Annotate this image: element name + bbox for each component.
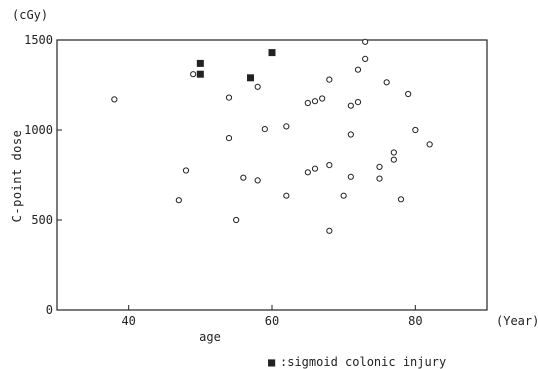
data-point (283, 192, 290, 199)
y-axis-title: C-point dose (10, 130, 24, 223)
data-point (190, 71, 197, 78)
data-point (405, 90, 412, 98)
x-tick-label-60: 60 (265, 314, 279, 328)
data-point (311, 165, 319, 172)
data-point (261, 126, 268, 133)
data-point (326, 162, 333, 169)
x-tick-label-40: 40 (121, 314, 135, 328)
injury-data-point (196, 70, 204, 78)
y-tick-label-1500: 1500 (24, 33, 53, 47)
data-point (111, 96, 118, 103)
injury-data-point (268, 49, 276, 57)
data-point (311, 98, 319, 105)
plot-frame (56, 39, 488, 311)
data-point (362, 55, 369, 63)
x-axis-title: age (199, 330, 221, 344)
data-points (111, 38, 433, 234)
y-tick-label-0: 0 (46, 303, 53, 317)
y-tick-label-500: 500 (31, 213, 53, 227)
data-point (390, 149, 397, 156)
data-point (254, 83, 261, 90)
data-point (233, 216, 240, 224)
data-point (225, 135, 233, 142)
data-point (376, 175, 383, 182)
data-point (304, 99, 311, 107)
data-point (376, 163, 383, 170)
data-point (347, 102, 354, 109)
data-point (240, 174, 247, 181)
legend-marker: ■ (268, 355, 276, 369)
data-point (412, 126, 419, 134)
data-point (182, 167, 190, 174)
x-tick-label-80: 80 (408, 314, 422, 328)
injury-data-point (247, 74, 254, 82)
y-unit-label: (cGy) (12, 8, 48, 22)
data-point (354, 99, 362, 106)
legend-label: :sigmoid colonic injury (280, 355, 446, 369)
data-point (225, 94, 233, 101)
data-point (362, 38, 369, 45)
data-point (326, 227, 333, 234)
data-point (175, 197, 182, 204)
data-point (326, 76, 333, 83)
data-point (347, 131, 354, 138)
injury-data-point (196, 59, 204, 67)
data-point (283, 123, 290, 130)
y-tick-label-1000: 1000 (24, 123, 53, 137)
data-point (347, 173, 354, 180)
data-point (426, 141, 433, 148)
data-point (254, 177, 261, 184)
data-point (319, 95, 326, 102)
data-point (340, 192, 347, 199)
x-axis-ticks: 40 60 80 (121, 305, 423, 328)
data-point (390, 156, 397, 163)
legend: ■ :sigmoid colonic injury (268, 355, 446, 369)
data-point (354, 66, 362, 73)
data-point (383, 79, 390, 86)
y-axis-ticks: 0 500 1000 1500 (24, 33, 62, 317)
data-point (397, 196, 405, 203)
x-unit-label: (Year) (496, 314, 538, 328)
data-point (304, 169, 311, 176)
